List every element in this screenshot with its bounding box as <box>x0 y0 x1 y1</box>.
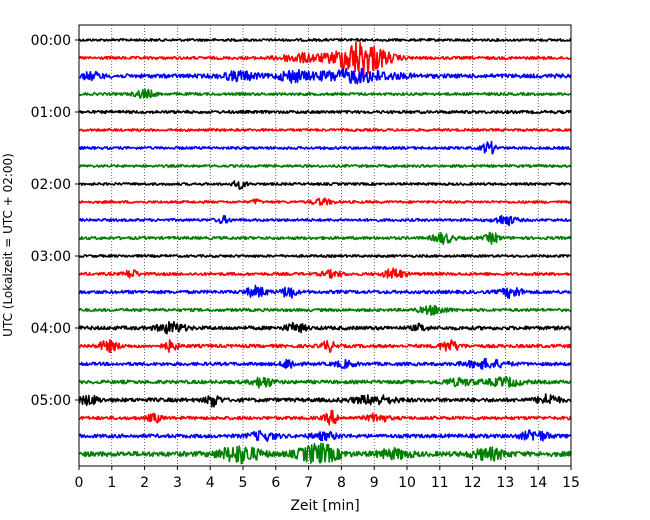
x-tick-label: 12 <box>464 475 482 491</box>
trace-line <box>78 38 572 42</box>
trace-line <box>78 180 572 190</box>
x-tick-label: 6 <box>271 475 280 491</box>
x-tick-label: 9 <box>370 475 379 491</box>
trace-line <box>78 267 572 279</box>
x-tick-label: 1 <box>107 475 116 491</box>
trace-line <box>78 338 572 354</box>
y-tick-label: 04:00 <box>31 321 71 337</box>
trace-line <box>78 254 572 258</box>
trace-line <box>78 197 572 207</box>
x-tick-label: 3 <box>173 475 182 491</box>
x-tick-label: 13 <box>496 475 514 491</box>
y-axis-label: UTC (Lokalzeit = UTC + 02:00) <box>1 153 15 337</box>
trace-line <box>78 140 572 155</box>
x-tick-label: 15 <box>562 475 580 491</box>
trace-line <box>78 109 572 115</box>
x-tick-label: 11 <box>431 475 449 491</box>
trace-line <box>78 357 572 370</box>
trace-line <box>78 88 572 99</box>
x-tick-label: 0 <box>75 475 84 491</box>
trace-line <box>78 409 572 426</box>
x-axis-label: Zeit [min] <box>290 498 359 514</box>
trace-line <box>78 231 572 246</box>
y-tick-label: 03:00 <box>31 249 71 265</box>
trace-line <box>78 128 572 132</box>
y-tick-label: 00:00 <box>31 33 71 49</box>
trace-line <box>78 284 572 299</box>
x-tick-label: 7 <box>304 475 313 491</box>
x-tick-label: 8 <box>337 475 346 491</box>
y-tick-label: 02:00 <box>31 177 71 193</box>
trace-line <box>78 393 572 408</box>
y-tick-label: 05:00 <box>31 393 71 409</box>
x-tick-label: 4 <box>206 475 215 491</box>
trace-line <box>78 67 572 85</box>
x-tick-label: 2 <box>140 475 149 491</box>
trace-line <box>78 41 572 76</box>
trace-group <box>78 38 572 465</box>
plot-frame <box>78 24 572 467</box>
y-axis: 00:00 01:00 02:00 03:00 04:00 05:00 <box>31 33 79 409</box>
x-axis: 0 1 2 3 4 5 6 7 8 9 10 11 12 13 14 15 <box>75 466 580 491</box>
trace-line <box>78 429 572 442</box>
y-tick-label: 01:00 <box>31 105 71 121</box>
x-tick-label: 5 <box>239 475 248 491</box>
trace-line <box>78 442 572 465</box>
trace-line <box>78 375 572 389</box>
trace-line <box>78 164 572 168</box>
trace-line <box>78 304 572 316</box>
trace-line <box>78 320 572 335</box>
trace-line <box>78 214 572 227</box>
x-tick-label: 10 <box>398 475 416 491</box>
x-tick-label: 14 <box>529 475 547 491</box>
